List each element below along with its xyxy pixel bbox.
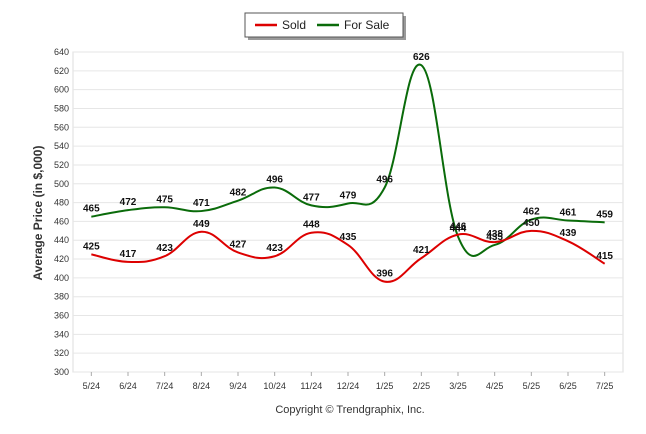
x-ticks: 5/24 6/24 7/24 8/24 9/24 10/24 11/24 12/24 1/25 2… bbox=[83, 372, 614, 391]
x-tick-label: 3/25 bbox=[449, 381, 467, 391]
data-label-for-sale: 472 bbox=[120, 197, 137, 208]
data-label-sold: 446 bbox=[450, 222, 467, 233]
y-tick-label: 520 bbox=[54, 160, 69, 170]
data-label-sold: 439 bbox=[560, 228, 577, 239]
data-label-sold: 427 bbox=[230, 239, 247, 250]
y-tick-label: 540 bbox=[54, 141, 69, 151]
data-label-sold: 421 bbox=[413, 245, 430, 256]
data-label-for-sale: 465 bbox=[83, 204, 100, 215]
y-tick-label: 580 bbox=[54, 103, 69, 113]
x-tick-label: 4/25 bbox=[486, 381, 504, 391]
x-tick-label: 2/25 bbox=[413, 381, 431, 391]
x-tick-label: 7/24 bbox=[156, 381, 174, 391]
y-tick-label: 400 bbox=[54, 273, 69, 283]
legend-label-sold: Sold bbox=[282, 18, 306, 32]
y-axis-label: Average Price (in $,000) bbox=[31, 146, 45, 281]
data-label-sold: 423 bbox=[156, 243, 173, 254]
plot-area: 300 320 340 360 380 400 420 440 460 480 500 520 540 5… bbox=[54, 47, 624, 391]
y-tick-label: 360 bbox=[54, 311, 69, 321]
copyright-text: Copyright © Trendgraphix, Inc. bbox=[275, 404, 424, 416]
y-tick-label: 620 bbox=[54, 66, 69, 76]
data-label-sold: 448 bbox=[303, 220, 320, 231]
data-label-sold: 450 bbox=[523, 218, 540, 229]
y-tick-label: 560 bbox=[54, 122, 69, 132]
x-tick-label: 12/24 bbox=[337, 381, 360, 391]
data-label-for-sale: 479 bbox=[340, 191, 357, 202]
x-tick-label: 5/25 bbox=[523, 381, 541, 391]
y-tick-label: 600 bbox=[54, 85, 69, 95]
data-label-for-sale: 496 bbox=[266, 175, 283, 186]
y-tick-label: 300 bbox=[54, 367, 69, 377]
data-label-for-sale: 471 bbox=[193, 198, 210, 209]
series-line-for-sale bbox=[91, 63, 605, 257]
y-tick-label: 420 bbox=[54, 254, 69, 264]
y-tick-label: 480 bbox=[54, 198, 69, 208]
data-label-sold: 435 bbox=[340, 232, 357, 243]
x-tick-label: 9/24 bbox=[229, 381, 247, 391]
data-label-for-sale: 496 bbox=[376, 175, 393, 186]
data-label-sold: 417 bbox=[120, 249, 137, 260]
y-tick-label: 320 bbox=[54, 348, 69, 358]
data-label-sold: 396 bbox=[376, 269, 393, 280]
y-tick-label: 340 bbox=[54, 329, 69, 339]
data-label-sold: 425 bbox=[83, 241, 100, 252]
data-label-sold: 449 bbox=[193, 219, 210, 230]
data-label-for-sale: 626 bbox=[413, 52, 430, 63]
x-tick-label: 5/24 bbox=[83, 381, 101, 391]
data-label-sold: 438 bbox=[486, 229, 503, 240]
data-label-for-sale: 435 bbox=[486, 232, 503, 243]
y-ticks: 300 320 340 360 380 400 420 440 460 480 500 520 540 5… bbox=[54, 47, 69, 377]
data-label-for-sale: 462 bbox=[523, 207, 540, 218]
data-label-for-sale: 475 bbox=[156, 194, 173, 205]
plot-border bbox=[72, 51, 624, 373]
x-tick-label: 11/24 bbox=[300, 381, 322, 391]
series-lines bbox=[91, 63, 606, 283]
x-tick-label: 10/24 bbox=[263, 381, 286, 391]
data-label-for-sale: 461 bbox=[560, 207, 577, 218]
x-tick-label: 6/24 bbox=[119, 381, 137, 391]
y-tick-label: 640 bbox=[54, 47, 69, 57]
legend-label-for-sale: For Sale bbox=[344, 18, 390, 32]
y-tick-label: 460 bbox=[54, 216, 69, 226]
x-tick-label: 7/25 bbox=[596, 381, 614, 391]
data-label-sold: 423 bbox=[266, 243, 283, 254]
y-tick-label: 380 bbox=[54, 292, 69, 302]
data-label-sold: 415 bbox=[596, 251, 613, 262]
y-tick-label: 440 bbox=[54, 235, 69, 245]
x-tick-label: 8/24 bbox=[193, 381, 211, 391]
data-label-for-sale: 459 bbox=[596, 209, 613, 220]
x-tick-label: 6/25 bbox=[559, 381, 577, 391]
x-tick-label: 1/25 bbox=[376, 381, 394, 391]
data-label-for-sale: 482 bbox=[230, 188, 247, 199]
data-label-for-sale: 477 bbox=[303, 192, 320, 203]
y-tick-label: 500 bbox=[54, 179, 69, 189]
series-line-sold bbox=[91, 229, 606, 283]
legend: Sold For Sale bbox=[244, 12, 406, 40]
data-label-for-sale: 444 bbox=[450, 223, 467, 234]
